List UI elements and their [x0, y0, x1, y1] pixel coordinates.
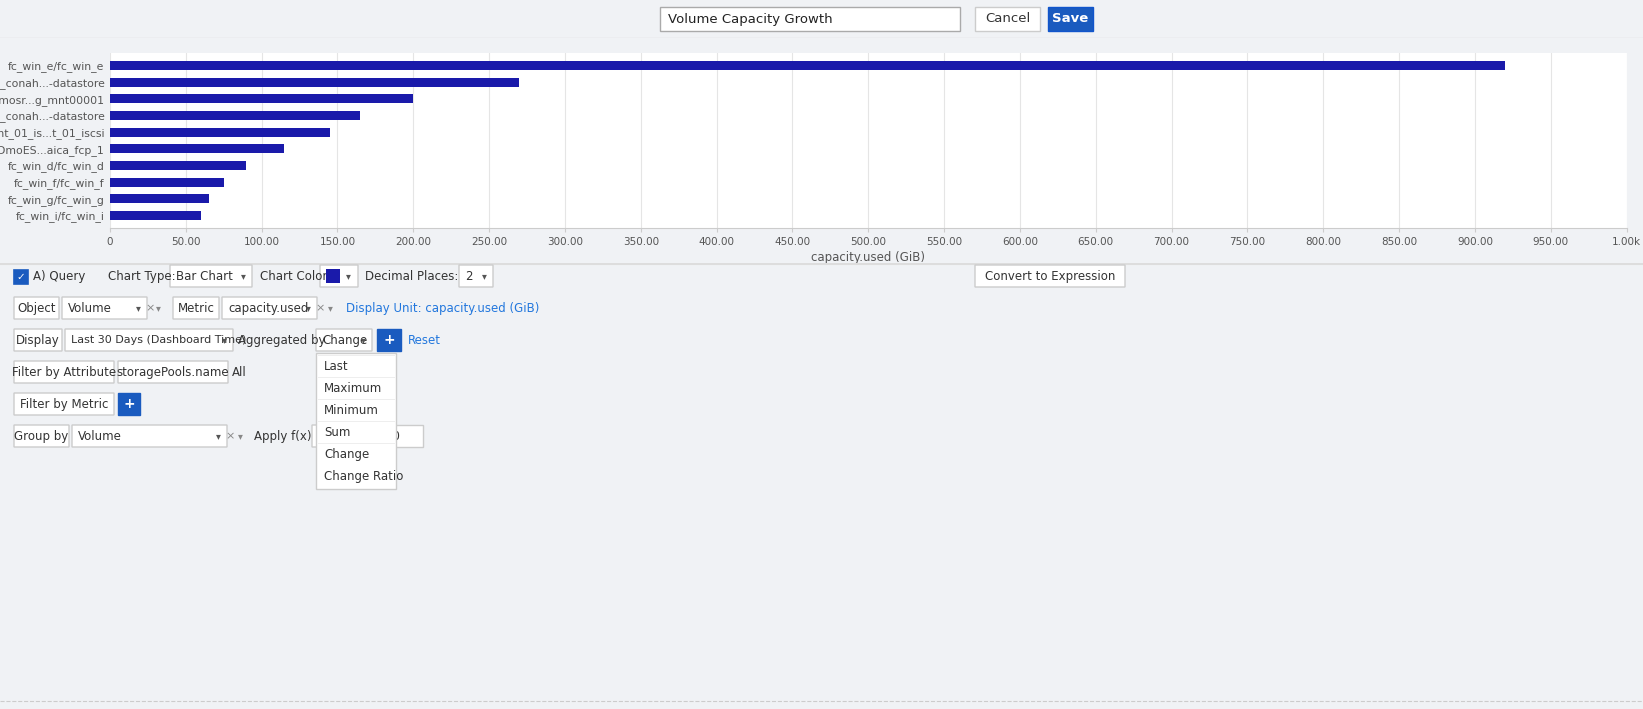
Text: +: + [383, 333, 394, 347]
Text: Chart Color:: Chart Color: [260, 269, 332, 282]
FancyBboxPatch shape [66, 329, 233, 351]
Text: capacity.used: capacity.used [228, 301, 309, 315]
FancyBboxPatch shape [15, 297, 59, 319]
Text: Change: Change [322, 333, 368, 347]
Text: ▾: ▾ [481, 271, 486, 281]
Text: storagePools.name: storagePools.name [117, 366, 230, 379]
FancyBboxPatch shape [15, 329, 62, 351]
Text: Filter by Metric: Filter by Metric [20, 398, 108, 411]
FancyBboxPatch shape [222, 297, 317, 319]
Text: Apply f(x): Apply f(x) [255, 430, 312, 442]
FancyBboxPatch shape [974, 265, 1125, 287]
Text: ▾: ▾ [222, 335, 227, 345]
Bar [110, 128, 330, 137]
Text: 10: 10 [386, 430, 401, 442]
Text: Minimum: Minimum [324, 403, 380, 416]
Text: Last: Last [324, 359, 348, 372]
Text: Volume: Volume [67, 301, 112, 315]
Bar [110, 111, 360, 120]
Text: Metric: Metric [177, 301, 215, 315]
Text: Convert to Expression: Convert to Expression [984, 269, 1116, 282]
Bar [110, 77, 519, 86]
Text: ✓: ✓ [16, 272, 25, 282]
Text: Decimal Places:: Decimal Places: [365, 269, 458, 282]
FancyBboxPatch shape [118, 393, 140, 415]
Bar [110, 61, 1505, 70]
Text: Change: Change [324, 447, 370, 461]
FancyBboxPatch shape [169, 265, 251, 287]
Text: Aggregated by: Aggregated by [238, 333, 325, 347]
FancyBboxPatch shape [325, 269, 340, 283]
FancyBboxPatch shape [376, 329, 401, 351]
FancyBboxPatch shape [72, 425, 227, 447]
FancyBboxPatch shape [173, 297, 219, 319]
FancyBboxPatch shape [312, 425, 357, 447]
FancyBboxPatch shape [15, 425, 69, 447]
Text: Sum: Sum [324, 425, 350, 438]
Text: Volume Capacity Growth: Volume Capacity Growth [669, 13, 833, 26]
X-axis label: capacity.used (GiB): capacity.used (GiB) [812, 251, 925, 264]
FancyBboxPatch shape [363, 425, 422, 447]
FancyBboxPatch shape [315, 353, 396, 489]
Text: Object: Object [16, 301, 56, 315]
Text: Chart Type:: Chart Type: [108, 269, 176, 282]
FancyBboxPatch shape [118, 361, 228, 383]
Text: Save: Save [1053, 13, 1089, 26]
Bar [110, 211, 200, 220]
Bar [110, 161, 246, 170]
Text: Group by: Group by [15, 430, 69, 442]
Bar [110, 144, 284, 153]
Text: Last 30 Days (Dashboard Time): Last 30 Days (Dashboard Time) [71, 335, 246, 345]
FancyBboxPatch shape [15, 393, 113, 415]
Text: Reset: Reset [407, 333, 440, 347]
Text: ▾: ▾ [136, 303, 140, 313]
FancyBboxPatch shape [1048, 7, 1093, 31]
FancyBboxPatch shape [315, 329, 371, 351]
Text: Display Unit: capacity.used (GiB): Display Unit: capacity.used (GiB) [347, 301, 539, 315]
Text: ▾: ▾ [238, 431, 243, 441]
Text: ▾: ▾ [345, 271, 350, 281]
Text: ▾: ▾ [345, 431, 350, 441]
Text: Volume: Volume [77, 430, 122, 442]
Text: ▾: ▾ [215, 431, 220, 441]
FancyBboxPatch shape [15, 270, 28, 284]
Text: ×: × [145, 303, 154, 313]
FancyBboxPatch shape [320, 265, 358, 287]
Text: ▾: ▾ [327, 303, 332, 313]
FancyBboxPatch shape [62, 297, 146, 319]
Text: ×: × [225, 431, 235, 441]
FancyBboxPatch shape [660, 7, 960, 31]
FancyBboxPatch shape [15, 361, 113, 383]
Text: ▾: ▾ [306, 303, 311, 313]
Text: Display: Display [16, 333, 59, 347]
Text: Bar Chart: Bar Chart [176, 269, 233, 282]
Text: ▾: ▾ [360, 335, 365, 345]
Text: Cancel: Cancel [984, 13, 1030, 26]
Text: +: + [123, 397, 135, 411]
Text: 2: 2 [465, 269, 473, 282]
Text: A) Query: A) Query [33, 269, 85, 282]
Bar [110, 177, 223, 186]
Text: Maximum: Maximum [324, 381, 383, 394]
Text: Change Ratio: Change Ratio [324, 469, 404, 483]
FancyBboxPatch shape [974, 7, 1040, 31]
Text: ▾: ▾ [240, 271, 245, 281]
Text: ×: × [315, 303, 325, 313]
Bar [110, 94, 414, 104]
Text: ▾: ▾ [156, 303, 161, 313]
Text: Filter by Attribute: Filter by Attribute [12, 366, 117, 379]
FancyBboxPatch shape [458, 265, 493, 287]
Bar [110, 194, 209, 203]
Text: All: All [232, 366, 246, 379]
